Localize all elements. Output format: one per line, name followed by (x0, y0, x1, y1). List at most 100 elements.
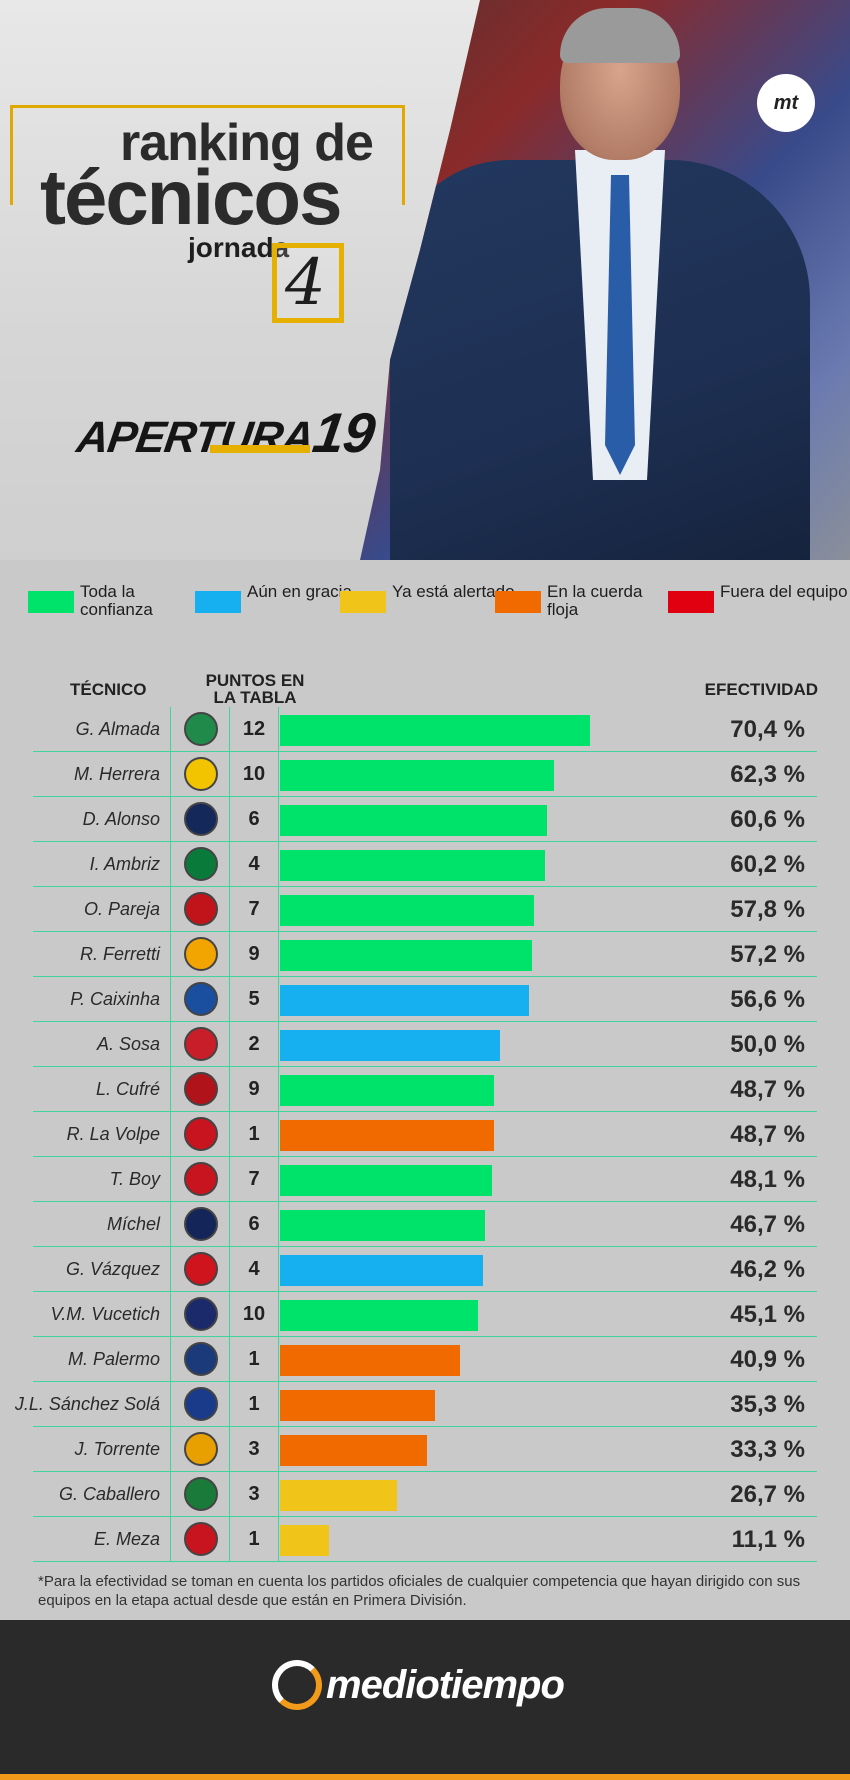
legend-item: Fuera del equipo (668, 583, 850, 613)
table-row: G. Vázquez 4 46,2 % (0, 1247, 850, 1292)
table-row: A. Sosa 2 50,0 % (0, 1022, 850, 1067)
points-value: 1 (248, 1123, 260, 1145)
effectiveness-bar (280, 1255, 484, 1286)
row-divider (33, 751, 817, 752)
row-divider (33, 1471, 817, 1472)
effectiveness-bar (280, 1435, 427, 1466)
effectiveness-label: 35,3 % (730, 1390, 805, 1418)
header-points: PUNTOS EN LA TABLA (205, 671, 305, 707)
juarez-crest-icon (184, 1477, 218, 1511)
coach-name: Míchel (106, 1214, 160, 1234)
effectiveness-label: 33,3 % (730, 1435, 805, 1463)
effectiveness-label: 60,6 % (730, 805, 805, 833)
footnote: *Para la efectividad se toman en cuenta … (38, 1573, 801, 1609)
coach-name: G. Almada (75, 719, 160, 739)
coach-name: R. La Volpe (66, 1124, 160, 1144)
stopwatch-icon (272, 1660, 322, 1710)
jornada-number: 4 (285, 246, 326, 320)
morelia-crest-icon (184, 1432, 218, 1466)
effectiveness-bar (280, 1075, 495, 1106)
effectiveness-label: 70,4 % (730, 715, 805, 743)
effectiveness-bar (280, 1210, 486, 1241)
row-divider (33, 1336, 817, 1337)
row-divider (33, 841, 817, 842)
legend-swatch (195, 591, 241, 613)
legend-swatch (340, 591, 386, 613)
coach-name: G. Vázquez (65, 1259, 160, 1279)
table-row: O. Pareja 7 57,8 % (0, 887, 850, 932)
row-divider (33, 1246, 817, 1247)
pumas-crest-icon (184, 1207, 218, 1241)
tijuana-crest-icon (184, 892, 218, 926)
effectiveness-bar (280, 1480, 398, 1511)
coach-name: P. Caixinha (70, 989, 160, 1009)
effectiveness-bar (280, 940, 532, 971)
tournament-number: 19 (309, 401, 379, 464)
tournament-word: APERTURA (73, 413, 317, 462)
toluca-crest-icon (184, 1117, 218, 1151)
header-coach: TÉCNICO (70, 680, 147, 699)
effectiveness-bar (280, 760, 555, 791)
row-divider (33, 1516, 817, 1517)
coach-name: T. Boy (109, 1169, 160, 1189)
points-value: 6 (248, 1213, 260, 1235)
san-luis-crest-icon (184, 1027, 218, 1061)
table-row: L. Cufré 9 48,7 % (0, 1067, 850, 1112)
effectiveness-label: 40,9 % (730, 1345, 805, 1373)
mt-logo-icon: mt (757, 74, 815, 132)
table-row: Míchel 6 46,7 % (0, 1202, 850, 1247)
queretaro-crest-icon (184, 1297, 218, 1331)
coach-name: M. Palermo (67, 1349, 160, 1369)
coach-name: I. Ambriz (89, 854, 160, 874)
effectiveness-bar (280, 850, 545, 881)
table-row: I. Ambriz 4 60,2 % (0, 842, 850, 887)
effectiveness-label: 48,7 % (730, 1120, 805, 1148)
table-row: J. Torrente 3 33,3 % (0, 1427, 850, 1472)
row-divider (33, 1291, 817, 1292)
points-value: 9 (248, 1078, 260, 1100)
legend-label: Aún en gracia (247, 582, 352, 601)
legend-label: Fuera del equipo (720, 582, 848, 601)
table-row: R. La Volpe 1 48,7 % (0, 1112, 850, 1157)
tournament-logo: APERTURA19 (73, 400, 379, 465)
effectiveness-label: 46,7 % (730, 1210, 805, 1238)
table-row: M. Palermo 1 40,9 % (0, 1337, 850, 1382)
points-value: 4 (248, 853, 260, 875)
coach-name: O. Pareja (83, 899, 160, 919)
pachuca-crest-icon (184, 1342, 218, 1376)
points-value: 1 (248, 1528, 260, 1550)
legend-label: Toda la confianza (80, 582, 153, 619)
legend-label: En la cuerda floja (547, 582, 643, 619)
points-value: 10 (242, 763, 266, 785)
row-divider (33, 1201, 817, 1202)
points-value: 5 (248, 988, 260, 1010)
table-row: J.L. Sánchez Solá 1 35,3 % (0, 1382, 850, 1427)
coach-name: D. Alonso (82, 809, 160, 829)
coach-name: R. Ferretti (79, 944, 160, 964)
legend-item: Ya está alertado (340, 583, 522, 613)
coach-name: V.M. Vucetich (50, 1304, 160, 1324)
footer-logo: mediotiempo (272, 1660, 565, 1710)
legend-item: En la cuerda floja (495, 583, 677, 619)
effectiveness-bar (280, 1030, 500, 1061)
title-frame (10, 105, 405, 205)
table-row: V.M. Vucetich 10 45,1 % (0, 1292, 850, 1337)
legend-item: Toda la confianza (28, 583, 210, 619)
row-divider (33, 1561, 817, 1562)
points-value: 1 (248, 1393, 260, 1415)
effectiveness-label: 62,3 % (730, 760, 805, 788)
legend-label: Ya está alertado (392, 582, 515, 601)
coach-name: G. Caballero (58, 1484, 160, 1504)
effectiveness-label: 50,0 % (730, 1030, 805, 1058)
cruz-azul-crest-icon (184, 982, 218, 1016)
santos-crest-icon (184, 712, 218, 746)
table-row: T. Boy 7 48,1 % (0, 1157, 850, 1202)
effectiveness-label: 57,2 % (730, 940, 805, 968)
effectiveness-label: 26,7 % (730, 1480, 805, 1508)
necaxa-crest-icon (184, 1252, 218, 1286)
coach-hair (560, 8, 680, 63)
header-effectiveness: EFECTIVIDAD (704, 680, 818, 699)
effectiveness-label: 60,2 % (730, 850, 805, 878)
points-value: 10 (242, 1303, 266, 1325)
legend-swatch (495, 591, 541, 613)
